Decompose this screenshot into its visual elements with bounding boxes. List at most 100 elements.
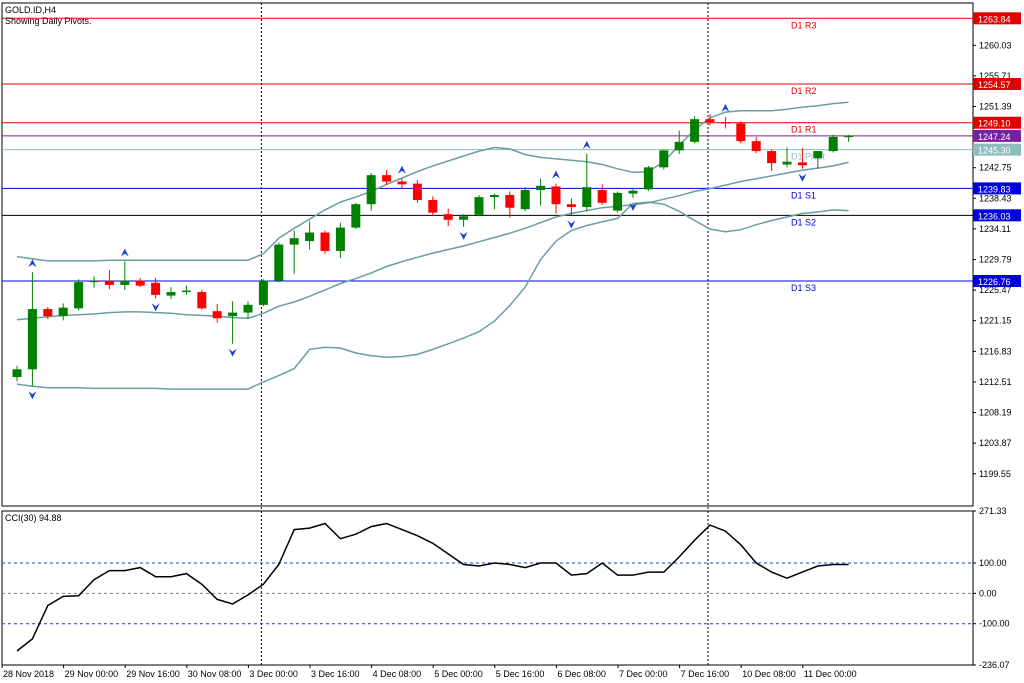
pivot-price-tag xyxy=(973,77,1021,90)
fractal-down-arrow xyxy=(629,202,637,211)
bullish-candle xyxy=(536,185,546,191)
pivot-label: D1 R2 xyxy=(791,86,817,96)
bearish-candle xyxy=(151,282,161,295)
bearish-candle xyxy=(751,141,761,152)
bullish-candle xyxy=(58,307,68,317)
cci-panel: 271.33 100.00 0.00 -100.00 -236.07 xyxy=(1,506,1010,670)
bullish-candle xyxy=(89,280,99,283)
cci-tick-label: 0.00 xyxy=(979,588,997,598)
bearish-candle xyxy=(505,194,515,208)
price-tick-label: 1260.03 xyxy=(979,40,1012,50)
fractal-down-arrow xyxy=(228,348,237,357)
bullish-candle xyxy=(351,204,361,228)
time-tick-label: 6 Dec 08:00 xyxy=(557,669,606,679)
time-tick-label: 3 Dec 00:00 xyxy=(249,669,298,679)
bullish-candle xyxy=(582,187,592,208)
bollinger-lower-band xyxy=(16,201,849,390)
fractal-up-arrow xyxy=(28,259,37,268)
bearish-candle xyxy=(135,280,145,286)
bearish-candle xyxy=(720,122,730,124)
price-tick-label: 1199.55 xyxy=(979,469,1011,479)
price-tick-label: 1225.47 xyxy=(979,285,1012,295)
bullish-candle xyxy=(120,280,130,285)
symbol-title: GOLD.ID,H4 xyxy=(5,5,57,15)
bearish-candle xyxy=(382,175,392,182)
bullish-candle xyxy=(674,141,684,151)
bullish-candle xyxy=(305,232,315,242)
cci-tick-label: -100.00 xyxy=(979,619,1010,629)
price-tick-label: 1255.71 xyxy=(979,71,1012,81)
bullish-candle xyxy=(782,161,792,165)
pivot-price-tag xyxy=(973,182,1021,195)
time-tick-label: 3 Dec 16:00 xyxy=(311,669,360,679)
time-tick-label: 5 Dec 16:00 xyxy=(496,669,545,679)
bullish-candle xyxy=(520,190,530,210)
price-tick-label: 1208.19 xyxy=(979,408,1012,418)
pivot-label: D1 R1 xyxy=(791,125,817,135)
price-tick-label: 1242.75 xyxy=(979,163,1012,173)
bullish-candle xyxy=(659,150,669,168)
bearish-candle xyxy=(797,162,807,166)
bearish-candle xyxy=(320,232,330,251)
bullish-candle xyxy=(228,312,238,317)
pivot-price-label: 1263.84 xyxy=(978,14,1011,24)
bullish-candle xyxy=(459,216,469,220)
pivot-label: D1 S1 xyxy=(791,190,816,200)
bullish-candle xyxy=(335,227,345,251)
price-panel-frame xyxy=(1,2,974,507)
pivot-price-tag xyxy=(973,274,1021,287)
bearish-candle xyxy=(443,214,453,220)
pivots-subtitle: Showing Daily Pivots. xyxy=(5,16,92,26)
pivot-price-label: 1239.83 xyxy=(978,184,1011,194)
bollinger-middle-band xyxy=(16,161,849,321)
fractal-up-arrow xyxy=(398,165,406,174)
cci-line xyxy=(16,522,849,652)
bullish-candle xyxy=(181,290,191,293)
price-tick-label: 1221.15 xyxy=(979,316,1012,326)
bearish-candle xyxy=(397,181,407,185)
bullish-candle xyxy=(844,136,854,138)
bullish-candle xyxy=(474,197,484,215)
bullish-candle xyxy=(813,151,823,159)
current-price-tag xyxy=(973,129,1021,142)
pivot-price-label: 1226.76 xyxy=(978,277,1011,287)
bullish-candle xyxy=(274,244,284,281)
bullish-candle xyxy=(166,292,176,296)
bullish-candle xyxy=(289,238,299,245)
time-axis: 28 Nov 2018 29 Nov 00:00 29 Nov 16:00 30 No… xyxy=(1,665,857,679)
time-tick-label: 7 Dec 00:00 xyxy=(619,669,668,679)
time-tick-label: 29 Nov 00:00 xyxy=(65,669,119,679)
bullish-candle xyxy=(613,192,623,211)
pivot-price-label: 1254.57 xyxy=(978,80,1011,90)
pivot-price-tag xyxy=(973,12,1021,25)
fractal-down-arrow xyxy=(28,391,37,400)
bearish-candle xyxy=(412,183,422,200)
bullish-candle xyxy=(258,280,268,305)
pivot-label: D1 R3 xyxy=(791,20,817,30)
time-tick-label: 28 Nov 2018 xyxy=(3,669,54,679)
pivot-price-tag xyxy=(973,143,1021,156)
price-tick-label: 1212.51 xyxy=(979,377,1012,387)
bullish-candle xyxy=(643,167,653,190)
fractal-up-arrow xyxy=(120,248,129,257)
pivot-price-label: 1236.03 xyxy=(978,211,1011,221)
bullish-candle xyxy=(12,369,22,378)
pivot-price-tag xyxy=(973,116,1021,129)
fractal-up-arrow xyxy=(721,104,730,113)
bullish-candle xyxy=(690,119,700,142)
price-tick-label: 1234.11 xyxy=(979,224,1011,234)
pivot-label: D1 S3 xyxy=(791,283,816,293)
bearish-candle xyxy=(566,204,576,208)
bearish-candle xyxy=(43,309,53,317)
bollinger-upper-band xyxy=(16,101,849,262)
price-tick-label: 1216.83 xyxy=(979,346,1012,356)
price-tick-label: 1251.39 xyxy=(979,102,1012,112)
pivot-price-label: 1249.10 xyxy=(978,119,1011,129)
bearish-candle xyxy=(767,151,777,164)
time-tick-label: 5 Dec 00:00 xyxy=(434,669,483,679)
cci-tick-label: 100.00 xyxy=(979,558,1007,568)
bearish-candle xyxy=(551,186,561,205)
cci-tick-label: 271.33 xyxy=(979,506,1007,516)
cci-tick-label: -236.07 xyxy=(979,660,1010,670)
